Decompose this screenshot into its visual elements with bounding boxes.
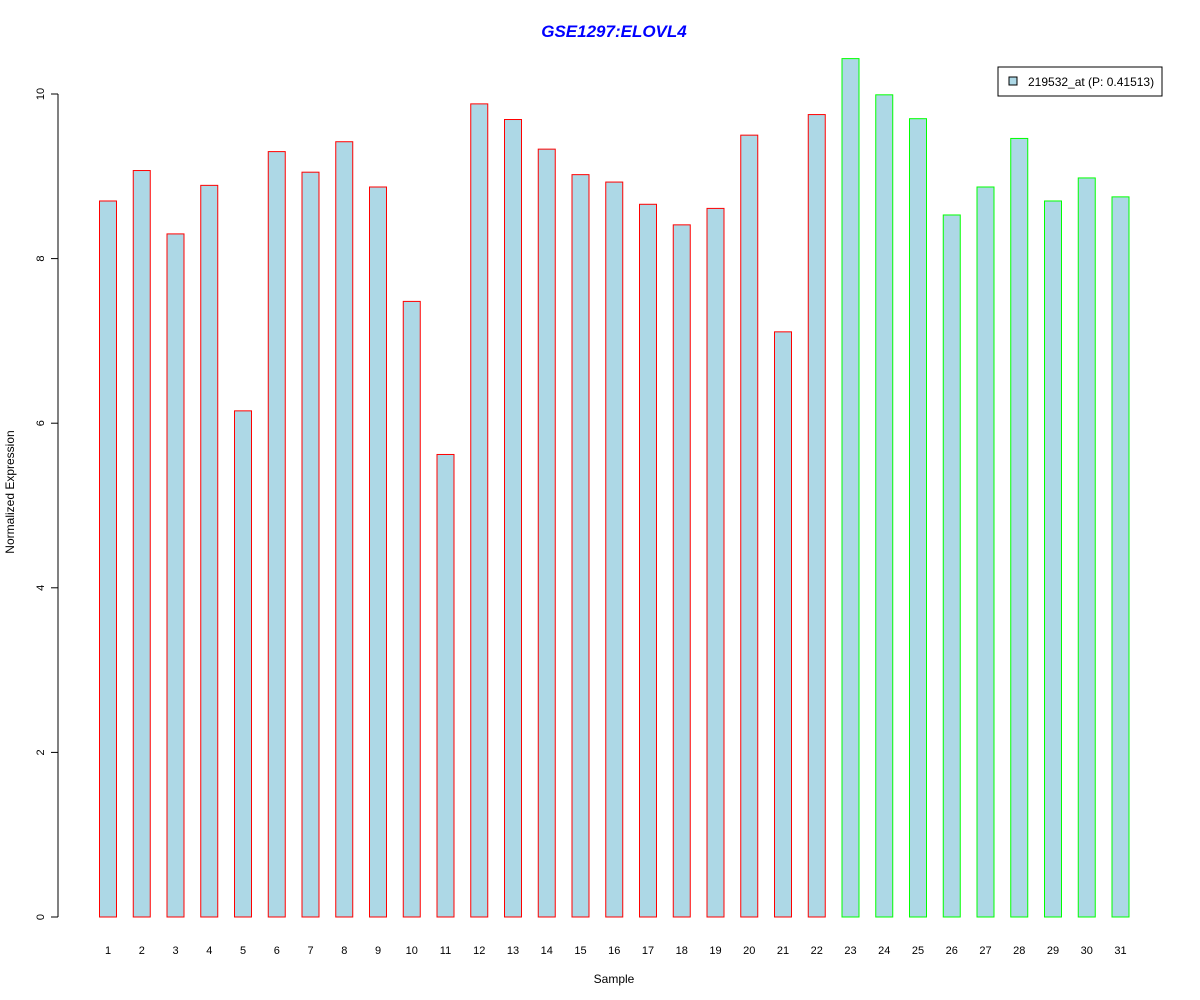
bar-sample-2 — [132, 170, 151, 918]
y-tick-label: 0 — [35, 914, 47, 920]
bar-sample-28 — [1010, 137, 1029, 918]
legend-swatch — [1008, 76, 1018, 86]
x-tick-label: 24 — [878, 945, 890, 957]
bar-sample-1 — [99, 200, 117, 918]
x-tick-label: 19 — [709, 945, 721, 957]
y-tick-label: 4 — [35, 585, 47, 591]
legend-box — [997, 66, 1163, 97]
bar-sample-12 — [470, 103, 489, 918]
bar-sample-3 — [166, 233, 185, 918]
x-axis-label: Sample — [594, 972, 635, 986]
bar-sample-18 — [672, 224, 691, 918]
x-tick-label: 11 — [440, 945, 451, 957]
x-tick-label: 22 — [811, 945, 823, 957]
bars — [99, 58, 1130, 918]
bar-sample-30 — [1077, 177, 1096, 918]
x-tick-label: 8 — [341, 945, 347, 957]
x-tick-label: 5 — [240, 945, 246, 957]
bar-sample-19 — [706, 207, 725, 918]
x-tick-label: 21 — [777, 945, 789, 957]
bar-sample-23 — [841, 58, 860, 918]
x-tick-label: 27 — [979, 945, 991, 957]
bar-sample-29 — [1044, 200, 1062, 918]
bar-sample-4 — [200, 184, 219, 918]
bar-sample-21 — [774, 331, 792, 918]
x-tick-label: 17 — [642, 945, 654, 957]
x-tick-label: 23 — [844, 945, 856, 957]
x-tick-label: 25 — [912, 945, 924, 957]
bar-sample-6 — [267, 151, 286, 918]
bar-sample-24 — [875, 94, 894, 918]
x-tick-label: 9 — [375, 945, 381, 957]
y-tick-label: 10 — [35, 88, 47, 100]
x-tick-label: 13 — [507, 945, 519, 957]
bar-sample-17 — [639, 203, 657, 918]
x-tick-label: 12 — [473, 945, 485, 957]
x-axis-tick-labels: 1 2 3 4 5 6 7 8 9 10 11 12 13 14 15 16 17 18 19 20 21 22 23 24 2… — [105, 945, 1127, 957]
bar-sample-31 — [1111, 196, 1130, 918]
bar-sample-26 — [942, 214, 961, 918]
y-tick-label: 6 — [35, 420, 47, 426]
x-tick-label: 15 — [574, 945, 586, 957]
legend: 219532_at (P: 0.41513) — [997, 66, 1163, 97]
bar-sample-22 — [807, 114, 826, 918]
x-tick-label: 4 — [206, 945, 212, 957]
x-tick-label: 29 — [1047, 945, 1059, 957]
bar-sample-8 — [335, 141, 354, 918]
x-tick-label: 6 — [274, 945, 280, 957]
y-axis-ticks: 0 2 4 6 8 10 — [35, 88, 58, 920]
y-axis-label: Normalized Expression — [3, 430, 17, 553]
y-tick-label: 2 — [35, 749, 47, 755]
bar-sample-9 — [369, 186, 387, 918]
bar-sample-5 — [234, 410, 252, 918]
x-tick-label: 30 — [1081, 945, 1093, 957]
bar-sample-20 — [740, 134, 759, 918]
x-tick-label: 28 — [1013, 945, 1025, 957]
bar-sample-27 — [976, 186, 995, 918]
bar-sample-15 — [571, 174, 590, 918]
chart-title: GSE1297:ELOVL4 — [541, 22, 687, 41]
x-tick-label: 18 — [676, 945, 688, 957]
x-tick-label: 16 — [608, 945, 620, 957]
legend-label: 219532_at (P: 0.41513) — [1028, 75, 1154, 89]
bar-sample-14 — [537, 148, 556, 918]
x-tick-label: 2 — [139, 945, 145, 957]
x-tick-label: 1 — [105, 945, 111, 957]
x-tick-label: 26 — [946, 945, 958, 957]
bar-sample-16 — [605, 181, 624, 918]
x-tick-label: 31 — [1114, 945, 1126, 957]
x-tick-label: 7 — [307, 945, 313, 957]
x-tick-label: 14 — [541, 945, 553, 957]
bar-sample-10 — [402, 300, 421, 918]
bar-sample-7 — [301, 171, 320, 918]
bar-sample-13 — [504, 119, 522, 918]
x-tick-label: 20 — [743, 945, 755, 957]
bar-sample-11 — [436, 453, 455, 918]
y-tick-label: 8 — [35, 256, 47, 262]
x-tick-label: 3 — [172, 945, 178, 957]
x-tick-label: 10 — [406, 945, 418, 957]
bar-sample-25 — [909, 118, 927, 918]
